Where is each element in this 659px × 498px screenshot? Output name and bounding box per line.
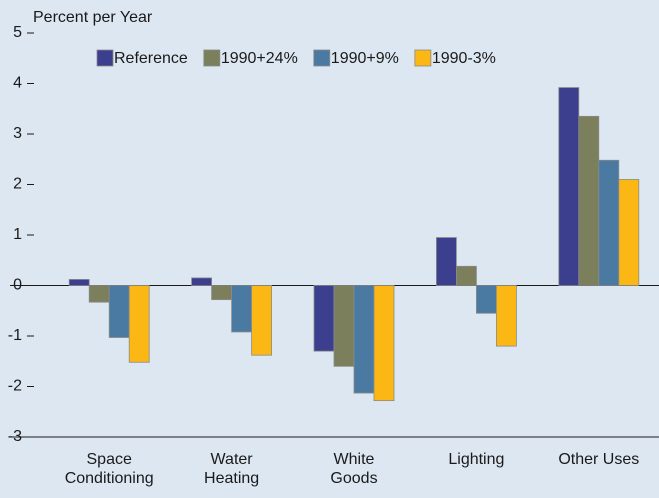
legend-label: 1990+24% bbox=[221, 50, 298, 67]
legend-swatch bbox=[203, 49, 221, 67]
y-tick-label: 4 bbox=[13, 75, 22, 92]
bar bbox=[231, 285, 253, 333]
legend-label: 1990-3% bbox=[432, 50, 496, 67]
bar bbox=[455, 265, 477, 286]
bar bbox=[108, 285, 130, 338]
y-tick-label: 5 bbox=[13, 24, 22, 41]
bar bbox=[128, 285, 150, 363]
bar bbox=[373, 285, 395, 402]
x-tick-label: Other Uses bbox=[558, 451, 640, 468]
bar bbox=[495, 285, 517, 347]
x-tick-label: White Goods bbox=[330, 451, 378, 487]
x-tick-label: Lighting bbox=[448, 451, 505, 468]
legend-label: Reference bbox=[114, 50, 188, 67]
legend-swatch bbox=[96, 49, 114, 67]
bar bbox=[618, 179, 640, 286]
bar bbox=[68, 279, 90, 286]
x-tick-label: Water Heating bbox=[204, 451, 260, 487]
legend-swatch bbox=[414, 49, 432, 67]
y-tick-label: 1 bbox=[13, 226, 22, 243]
y-axis-label: Percent per Year bbox=[33, 9, 153, 26]
legend-swatch bbox=[313, 49, 331, 67]
bar bbox=[333, 285, 355, 367]
x-tick-label: Space Conditioning bbox=[64, 451, 154, 487]
y-tick-label: -1 bbox=[8, 327, 22, 344]
bar bbox=[191, 277, 213, 286]
legend-label: 1990+9% bbox=[331, 50, 399, 67]
bar bbox=[558, 87, 580, 286]
y-tick-label: 3 bbox=[13, 125, 22, 142]
bar bbox=[251, 285, 273, 356]
bar bbox=[88, 285, 110, 303]
y-tick-label: -2 bbox=[8, 378, 22, 395]
y-tick-label: 2 bbox=[13, 176, 22, 193]
bar bbox=[435, 237, 457, 286]
bar bbox=[475, 285, 497, 314]
bar bbox=[211, 285, 233, 301]
bar bbox=[578, 115, 600, 286]
bar bbox=[313, 285, 335, 352]
bar bbox=[353, 285, 375, 394]
bar bbox=[598, 159, 620, 286]
